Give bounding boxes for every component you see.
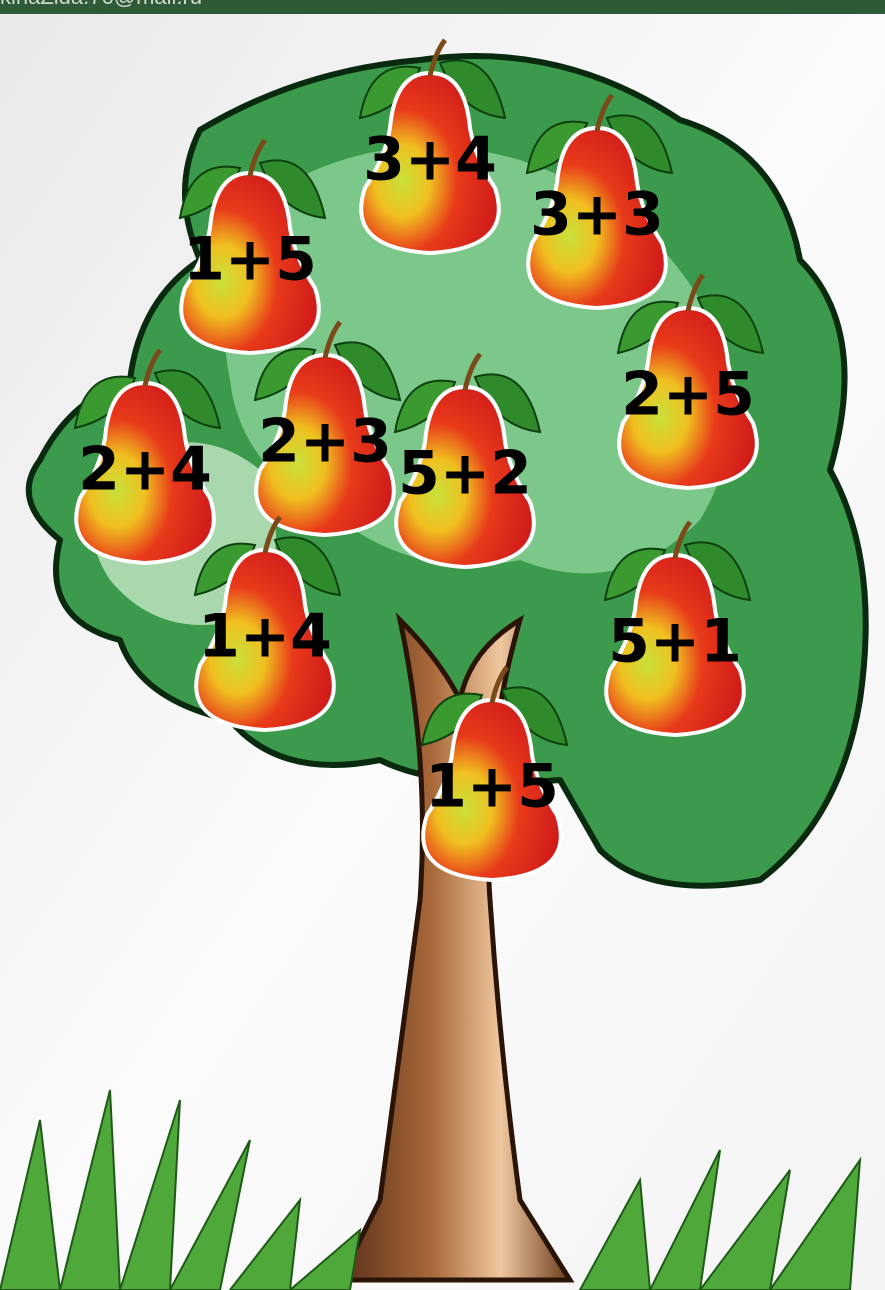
pear-label: 2+3 <box>258 407 392 477</box>
pear-label: 5+2 <box>398 439 532 509</box>
pear-label: 1+5 <box>425 752 559 822</box>
pear-label: 1+4 <box>198 602 332 672</box>
pear-label: 3+3 <box>530 180 664 250</box>
pear-label: 2+5 <box>621 360 755 430</box>
pear-label: 5+1 <box>608 607 742 677</box>
email: kinaZida.76@mail.ru <box>0 0 202 9</box>
scene: kinaZida.76@mail.ru 3+4 3+3 1+5 2+5 2+3 2+4 5+… <box>0 0 885 1290</box>
pear-label: 3+4 <box>363 125 497 195</box>
pear-label: 2+4 <box>78 435 212 505</box>
pear-label: 1+5 <box>183 225 317 295</box>
